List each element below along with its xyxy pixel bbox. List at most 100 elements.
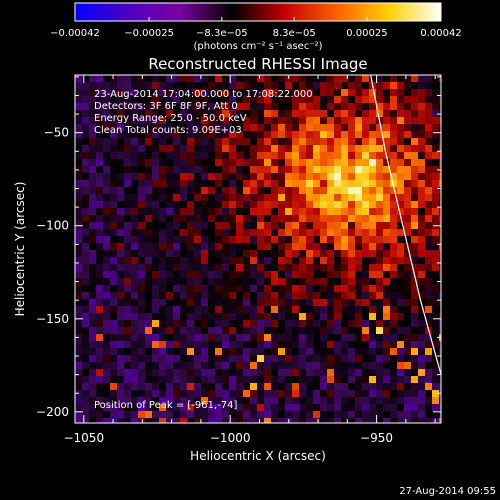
heatmap-cell [292,236,299,243]
heatmap-cell [89,306,96,313]
heatmap-cell [166,369,173,376]
heatmap-cell [341,250,348,257]
heatmap-cell [271,75,278,82]
heatmap-cell [131,243,138,250]
heatmap-cell [355,145,362,152]
heatmap-cell [418,292,425,299]
heatmap-cell [411,257,418,264]
heatmap-cell [362,103,369,110]
heatmap-cell [229,180,236,187]
heatmap-cell [425,264,432,271]
heatmap-cell [166,208,173,215]
heatmap-cell [348,264,355,271]
heatmap-cell [82,215,89,222]
heatmap-cell [439,327,441,334]
plot-frame [74,74,442,424]
heatmap-cell [271,110,278,117]
heatmap-cell [159,278,166,285]
heatmap-cell [201,264,208,271]
heatmap-cell [292,180,299,187]
heatmap-cell [313,299,320,306]
heatmap-cell [75,383,82,390]
heatmap-cell [145,313,152,320]
heatmap-cell [82,152,89,159]
heatmap-cell [124,285,131,292]
heatmap-cell [355,222,362,229]
heatmap-cell [194,404,201,411]
heatmap-cell [285,327,292,334]
heatmap-cell [131,299,138,306]
heatmap-cell [82,222,89,229]
heatmap-cell [222,285,229,292]
heatmap-cell [222,124,229,131]
heatmap-cell [397,222,404,229]
heatmap-cell [369,215,376,222]
heatmap-cell [264,397,271,404]
heatmap-cell [348,110,355,117]
heatmap-cell [432,208,439,215]
heatmap-cell [236,369,243,376]
heatmap-cell [292,376,299,383]
heatmap-cell [292,320,299,327]
heatmap-cell [75,124,82,131]
heatmap-cell [131,383,138,390]
heatmap-cell [390,173,397,180]
heatmap-cell [236,299,243,306]
heatmap-cell [110,110,117,117]
heatmap-cell [327,229,334,236]
heatmap-cell [397,313,404,320]
heatmap-cell [327,404,334,411]
heatmap-cell [327,117,334,124]
heatmap-cell [131,341,138,348]
heatmap-cell [362,390,369,397]
heatmap-cell [250,229,257,236]
heatmap-cell [362,278,369,285]
heatmap-cell [362,82,369,89]
heatmap-cell [166,166,173,173]
heatmap-cell [278,264,285,271]
heatmap-cell [299,264,306,271]
heatmap-cell [271,89,278,96]
heatmap-cell [201,243,208,250]
heatmap-cell [250,271,257,278]
heatmap-cell [418,173,425,180]
heatmap-cell [159,376,166,383]
heatmap-cell [404,306,411,313]
heatmap-cell [376,124,383,131]
heatmap-cell [159,292,166,299]
heatmap-cell [278,96,285,103]
heatmap-cell [320,229,327,236]
heatmap-cell [285,180,292,187]
heatmap-cell [124,404,131,411]
heatmap-cell [320,334,327,341]
heatmap-cell [145,243,152,250]
heatmap-cell [194,208,201,215]
heatmap-cell [306,124,313,131]
heatmap-cell [306,341,313,348]
heatmap-cell [404,341,411,348]
heatmap-cell [201,320,208,327]
heatmap-cell [390,369,397,376]
heatmap-cell [222,229,229,236]
heatmap-cell [369,348,376,355]
heatmap-cell [229,236,236,243]
heatmap-cell [187,96,194,103]
heatmap-cell [432,383,439,390]
heatmap-cell [271,418,278,423]
heatmap-cell [145,236,152,243]
heatmap-cell [355,138,362,145]
heatmap-cell [278,376,285,383]
heatmap-cell [313,390,320,397]
heatmap-cell [96,243,103,250]
heatmap-cell [166,201,173,208]
heatmap-cell [131,131,138,138]
heatmap-cell [320,341,327,348]
heatmap-cell [376,173,383,180]
heatmap-cell [355,257,362,264]
heatmap-cell [215,383,222,390]
heatmap-cell [201,82,208,89]
heatmap-cell [404,194,411,201]
heatmap-cell [187,418,194,423]
heatmap-cell [404,117,411,124]
heatmap-cell [215,376,222,383]
